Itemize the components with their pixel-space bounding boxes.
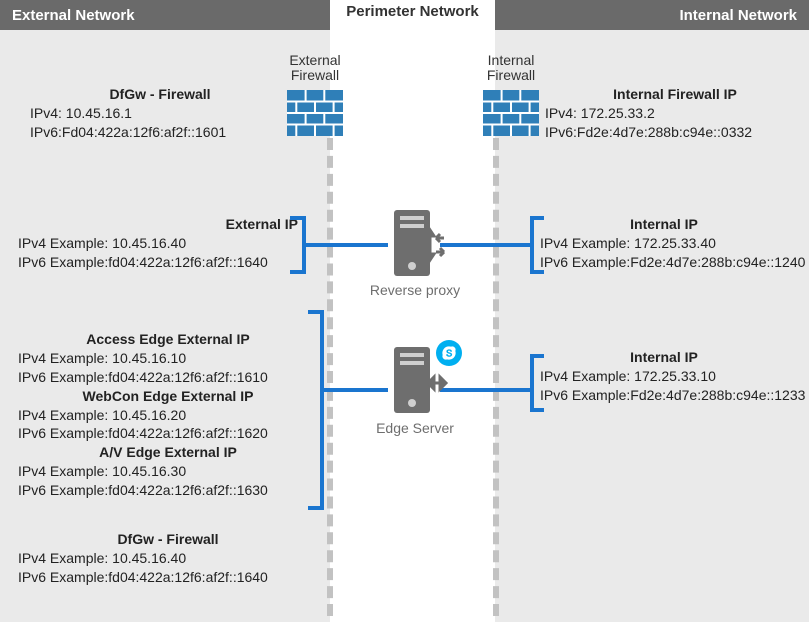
skype-icon bbox=[436, 340, 462, 366]
edge-left-bracket-v bbox=[320, 310, 324, 510]
dfgw-top-block: DfGw - Firewall IPv4: 10.45.16.1 IPv6:Fd… bbox=[30, 85, 290, 142]
edge-server-caption: Edge Server bbox=[360, 420, 470, 436]
webcon-edge-ipv4: IPv4 Example: 10.45.16.20 bbox=[18, 406, 318, 425]
external-ip-block: External IP IPv4 Example: 10.45.16.40 IP… bbox=[18, 215, 298, 272]
dfgw-top-ipv4: IPv4: 10.45.16.1 bbox=[30, 104, 290, 123]
internal-ip-rp-ipv6: IPv6 Example:Fd2e:4d7e:288b:c94e::1240 bbox=[540, 253, 808, 272]
rp-left-line bbox=[302, 243, 388, 247]
internal-ip-edge-ipv6: IPv6 Example:Fd2e:4d7e:288b:c94e::1233 bbox=[540, 386, 808, 405]
dfgw-bottom-block: DfGw - Firewall IPv4 Example: 10.45.16.4… bbox=[18, 530, 318, 587]
right-dashed-line bbox=[493, 138, 499, 616]
rp-left-bracket-t bbox=[290, 216, 304, 220]
internal-ip-edge-ipv4: IPv4 Example: 172.25.33.10 bbox=[540, 367, 808, 386]
left-dashed-line bbox=[327, 138, 333, 616]
access-edge-title: Access Edge External IP bbox=[18, 330, 318, 349]
internal-fw-ipv4: IPv4: 172.25.33.2 bbox=[545, 104, 805, 123]
access-edge-ipv4: IPv4 Example: 10.45.16.10 bbox=[18, 349, 318, 368]
rp-right-line bbox=[440, 243, 534, 247]
internal-ip-rp-title: Internal IP bbox=[540, 215, 808, 234]
dfgw-top-title: DfGw - Firewall bbox=[30, 85, 290, 104]
perimeter-header: Perimeter Network bbox=[330, 4, 495, 21]
reverse-proxy-caption: Reverse proxy bbox=[360, 282, 470, 298]
diagram-stage: External Network Internal Network Perime… bbox=[0, 0, 809, 622]
edge-left-bracket-b bbox=[308, 506, 322, 510]
dfgw-bottom-ipv4: IPv4 Example: 10.45.16.40 bbox=[18, 549, 318, 568]
internal-fw-block: Internal Firewall IP IPv4: 172.25.33.2 I… bbox=[545, 85, 805, 142]
rp-left-bracket-b bbox=[290, 270, 304, 274]
external-firewall-icon bbox=[287, 90, 343, 136]
internal-firewall-label: Internal Firewall bbox=[476, 53, 546, 84]
edge-right-bracket-v bbox=[530, 354, 534, 412]
internal-firewall-icon bbox=[483, 90, 539, 136]
dfgw-top-ipv6: IPv6:Fd04:422a:12f6:af2f::1601 bbox=[30, 123, 290, 142]
internal-ip-rp-ipv4: IPv4 Example: 172.25.33.40 bbox=[540, 234, 808, 253]
webcon-edge-title: WebCon Edge External IP bbox=[18, 387, 318, 406]
internal-fw-ipv6: IPv6:Fd2e:4d7e:288b:c94e::0332 bbox=[545, 123, 805, 142]
av-edge-title: A/V Edge External IP bbox=[18, 443, 318, 462]
external-header-label: External Network bbox=[12, 7, 135, 24]
external-ip-title: External IP bbox=[18, 215, 298, 234]
edge-right-line bbox=[440, 388, 534, 392]
rp-right-bracket-b bbox=[530, 270, 544, 274]
webcon-edge-ipv6: IPv6 Example:fd04:422a:12f6:af2f::1620 bbox=[18, 424, 318, 443]
internal-ip-edge-block: Internal IP IPv4 Example: 172.25.33.10 I… bbox=[540, 348, 808, 405]
internal-ip-edge-title: Internal IP bbox=[540, 348, 808, 367]
av-edge-ipv4: IPv4 Example: 10.45.16.30 bbox=[18, 462, 318, 481]
external-firewall-label: External Firewall bbox=[280, 53, 350, 84]
internal-ip-rp-block: Internal IP IPv4 Example: 172.25.33.40 I… bbox=[540, 215, 808, 272]
internal-fw-title: Internal Firewall IP bbox=[545, 85, 805, 104]
internal-header-label: Internal Network bbox=[679, 7, 797, 24]
rp-right-bracket-t bbox=[530, 216, 544, 220]
internal-header: Internal Network bbox=[495, 0, 809, 30]
access-edge-block: Access Edge External IP IPv4 Example: 10… bbox=[18, 330, 318, 500]
reverse-proxy-icon bbox=[388, 208, 448, 278]
edge-left-bracket-t bbox=[308, 310, 322, 314]
external-ip-ipv6: IPv6 Example:fd04:422a:12f6:af2f::1640 bbox=[18, 253, 298, 272]
av-edge-ipv6: IPv6 Example:fd04:422a:12f6:af2f::1630 bbox=[18, 481, 318, 500]
edge-right-bracket-b bbox=[530, 408, 544, 412]
perimeter-header-label: Perimeter Network bbox=[346, 3, 479, 20]
access-edge-ipv6: IPv6 Example:fd04:422a:12f6:af2f::1610 bbox=[18, 368, 318, 387]
edge-left-line bbox=[320, 388, 388, 392]
dfgw-bottom-ipv6: IPv6 Example:fd04:422a:12f6:af2f::1640 bbox=[18, 568, 318, 587]
edge-right-bracket-t bbox=[530, 354, 544, 358]
dfgw-bottom-title: DfGw - Firewall bbox=[18, 530, 318, 549]
external-ip-ipv4: IPv4 Example: 10.45.16.40 bbox=[18, 234, 298, 253]
external-header: External Network bbox=[0, 0, 330, 30]
